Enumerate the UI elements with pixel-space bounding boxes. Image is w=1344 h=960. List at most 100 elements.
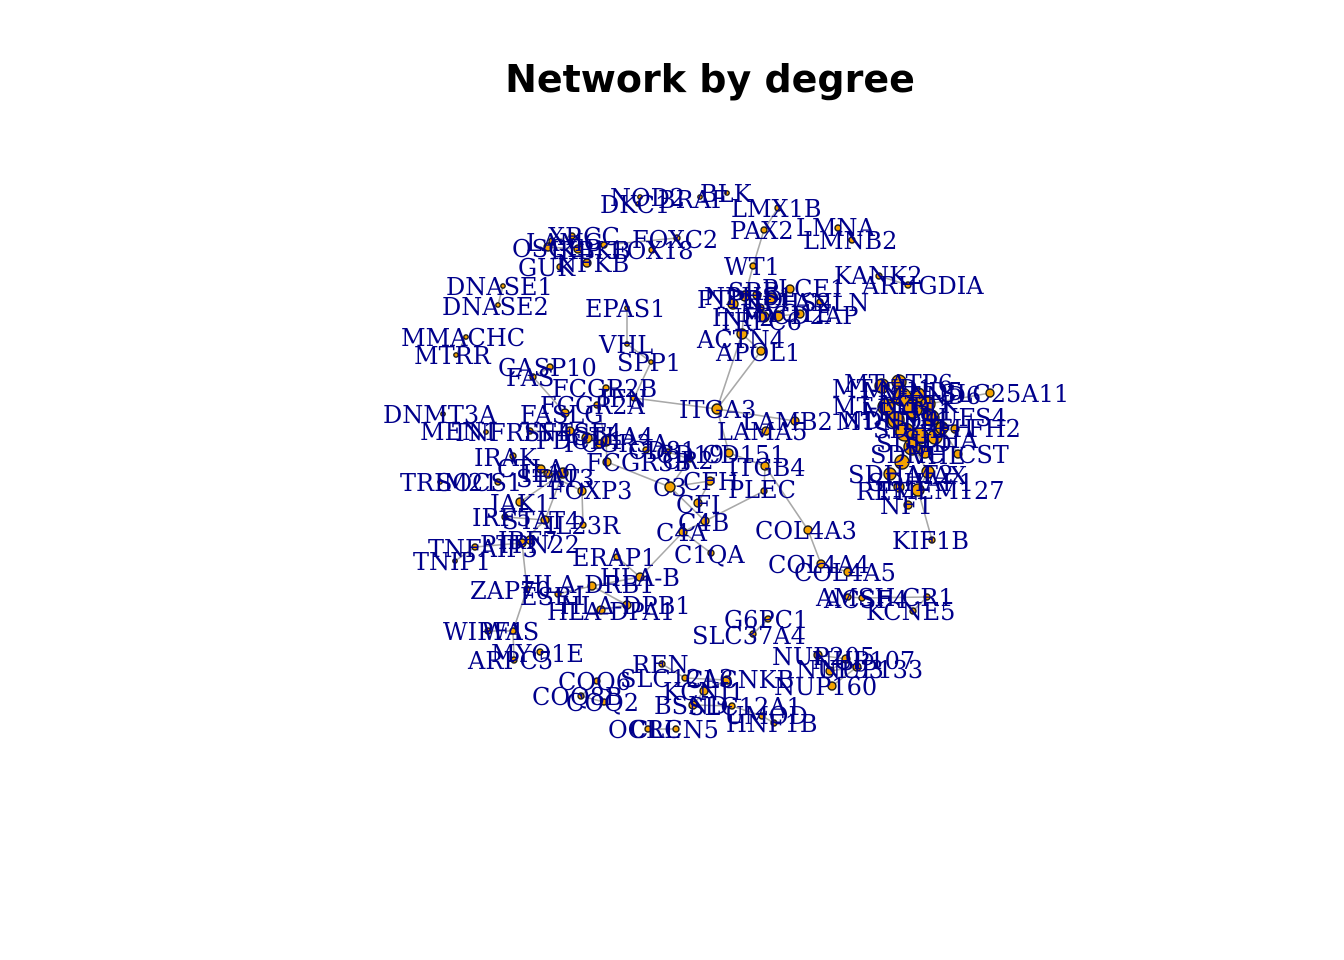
node-label-cr2: CR2 [662,447,714,475]
node-label-irf5: IRF5 [472,504,531,532]
edge-cd151-itgb4 [728,452,766,467]
node-was [509,627,517,635]
node-arpc5 [510,656,518,664]
node-label-c4b: C4B [678,509,729,537]
node-ocrl [644,725,652,733]
node-cd81 [642,446,650,454]
node-nup205 [813,650,823,660]
node-nup160 [827,681,837,691]
node-apol1 [756,346,766,356]
node-osgep [543,242,553,252]
edge-nphs1-actn4 [741,295,746,335]
edge-hla-drb1-hla-dpb1 [591,585,628,606]
node-label-lmna: LMNA [796,214,876,242]
node-label-fh: FH [936,415,974,443]
node-label-trim21: TRIM21 [400,469,499,497]
node-itga3 [711,403,723,415]
node-label-myo1e: MYO1E [491,640,584,668]
node-label-spp1: SPP1 [617,349,681,377]
node-label-hla-dpa1: HLA-DPA1 [547,598,675,626]
node-label-lama5: LAMA5 [717,418,807,446]
node-label-irak: IRAK [474,444,538,472]
edge-nup205-nup107 [817,654,847,660]
node-xrcc [568,232,576,240]
node-label-kif1b: KIF1B [892,527,969,555]
node-label-cd151: CD151 [702,441,785,469]
node-slc37a4 [749,630,757,638]
node-label-faslg: FASLG [520,401,603,429]
edge-ptpn22-tnfaip3 [474,542,523,548]
node-mtrr [453,352,459,358]
node-label-tnfsf4: TNFSF4 [520,419,622,447]
node-itgb4 [760,461,770,471]
node-layer [437,190,995,733]
node-nphs1 [739,290,751,302]
edge-mmachc-mtrr [455,336,467,356]
node-label-nf1: NF1 [880,492,933,520]
edge-fcgr2a-fcgr3a [596,404,607,442]
node-label-itgb4: ITGB4 [728,454,806,482]
node-label-tnip1: TNIP1 [413,548,491,576]
node-coq8b [577,692,585,700]
node-ptpn22 [517,538,527,548]
node-nfkb [582,258,592,268]
node-label-clcn5: CLCN5 [630,716,719,744]
node-label-ctla4: CTLA4 [571,423,654,451]
edge-cr2-cd19 [667,451,691,460]
node-ptpro [727,298,739,310]
node-label-blk: BLK [700,180,753,208]
edge-stat4-irf5 [504,516,546,521]
node-srr [752,290,762,300]
node-label-ifn: IFN [600,385,647,413]
node-label-dnase2: DNASE2 [442,293,549,321]
node-label-ocrl: OCRL [608,716,680,744]
node-dkc1 [635,201,641,207]
node-irak [509,452,517,460]
node-stat3 [557,467,569,479]
edge-slc12a3-clcnkb [684,677,728,681]
node-label-slc12a1: SLC12A1 [688,693,802,721]
node-label-itga3: ITGA3 [679,396,756,424]
node-label-mt-nd4: MT-ND4 [836,408,937,436]
node-label-c4a: C4A [656,519,708,547]
edge-itga3-cd151 [716,408,730,454]
node-col4a3 [803,525,813,535]
node-label-tnfaip3: TNFAIP3 [428,535,538,563]
node-label-nup107: NUP107 [812,647,915,675]
node-label-sdhb: SDHB [873,416,947,444]
node-nup133 [852,662,862,672]
node-cr1 [923,593,931,601]
node-nup107 [841,654,851,664]
node-irf5 [501,513,509,521]
node-label-fas: FAS [506,364,554,392]
node-stat4 [540,515,550,525]
node-label-actn4: ACTN4 [696,326,785,354]
node-tnip1 [452,558,458,564]
edge-zap70-was [512,588,528,632]
node-nod2 [637,194,643,200]
node-c4b [700,516,710,526]
node-label-c1qa: C1QA [674,541,745,569]
node-spp1 [648,359,654,365]
node-plce1 [785,284,795,294]
node-cst [953,449,963,459]
edge-foxp3-il23r [581,490,584,526]
plot-title: Network by degree [505,57,915,101]
node-label-col4a4: COL4A4 [768,551,870,579]
node-nphs2 [765,292,777,304]
node-label-tnfrsf4: TNFRSF4 [452,419,572,447]
node-label-nup133: NUP133 [820,656,923,684]
node-nf1 [903,500,913,510]
node-cd151 [724,448,734,458]
edge-ptpn22-zap70 [521,542,528,590]
node-label-dnmt3a: DNMT3A [383,401,497,429]
node-fas [529,373,537,381]
node-kank2 [875,272,883,280]
node-esr1 [554,590,562,598]
node-label-kank2: KANK2 [834,262,923,290]
node-kif1b [928,536,936,544]
edge-layer [454,207,991,730]
node-label-lamc: LAMC [526,229,602,257]
node-cfi [693,498,703,508]
